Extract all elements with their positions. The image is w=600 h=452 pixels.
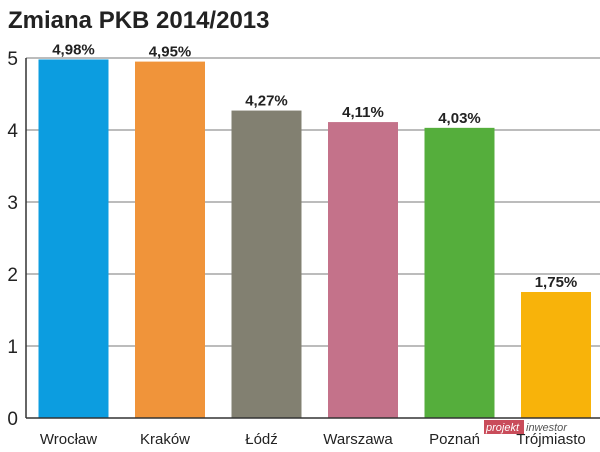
data-label: 4,03% [438,110,481,127]
category-label: Wrocław [40,431,97,448]
watermark-part2: inwestor [526,422,568,434]
category-label: Łódź [245,431,278,448]
category-label: Trójmiasto [516,431,585,448]
category-label: Poznań [429,431,480,448]
y-tick-label: 1 [7,337,18,358]
y-tick-label: 5 [7,49,18,70]
data-label: 4,27% [245,93,288,110]
bar [521,292,591,418]
watermark-part1: projekt [485,422,520,434]
data-label: 4,98% [52,41,95,58]
category-labels: Wrocław Kraków Łódź Warszawa Poznań Trójmiast… [40,431,586,448]
bar [38,59,109,418]
y-tick-label: 4 [7,121,18,142]
data-label: 4,11% [342,104,384,121]
bars [38,59,591,418]
category-label: Kraków [140,431,190,448]
chart-title: Zmiana PKB 2014/2013 [8,7,269,34]
y-tick-label: 2 [7,265,18,286]
y-axis-ticks: 0 1 2 3 4 5 [7,49,18,430]
watermark-badge [484,420,524,434]
bar [231,110,302,418]
bar [135,61,205,418]
category-label: Warszawa [323,431,393,448]
y-tick-label: 3 [7,193,18,214]
data-label: 1,75% [535,274,578,291]
gridlines [26,57,600,347]
y-tick-label: 0 [7,409,18,430]
bar [424,127,495,418]
watermark: projekt inwestor [484,420,568,434]
data-labels: 4,98% 4,95% 4,27% 4,11% 4,03% 1,75% [52,41,577,291]
bar [328,122,398,418]
data-label: 4,95% [149,44,192,61]
